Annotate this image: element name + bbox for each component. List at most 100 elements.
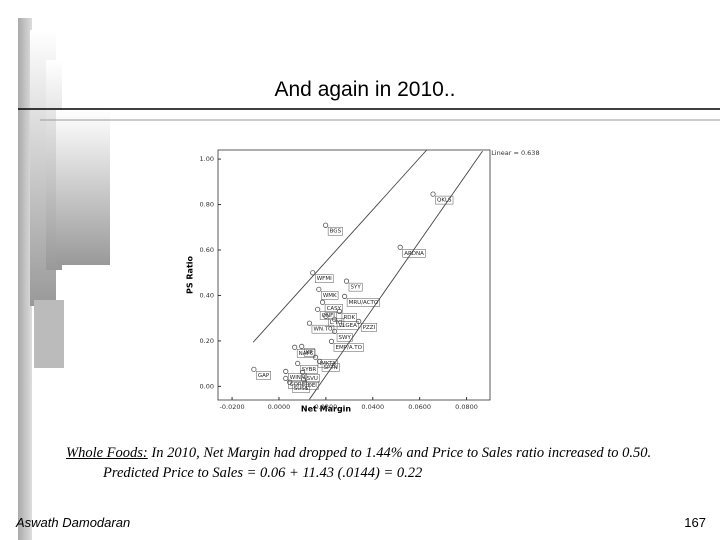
- point: [310, 270, 316, 276]
- author: Aswath Damodaran: [16, 515, 131, 530]
- point-label-box: [348, 282, 363, 292]
- point-label: VLGEA: [339, 323, 358, 329]
- point-label: GAP: [258, 373, 270, 379]
- fit-line: [252, 149, 428, 343]
- point-label: SWY: [339, 335, 352, 341]
- point-label: SYBR: [302, 367, 317, 373]
- point-label-box: [314, 274, 334, 283]
- point-label: MRU/ACTO: [349, 300, 379, 306]
- x-tick-label: 0.0800: [455, 403, 478, 411]
- caption: Whole Foods: In 2010, Net Margin had dro…: [66, 443, 716, 483]
- point-label-box: [321, 363, 340, 372]
- point-label-box: [303, 348, 315, 357]
- y-tick-label: 0.00: [200, 382, 214, 390]
- point: [316, 286, 322, 292]
- caption-line: Predicted Price to Sales = 0.06 + 11.43 …: [103, 465, 423, 481]
- point-label-box: [360, 323, 377, 332]
- point: [397, 244, 403, 250]
- point-label: IMKTA: [320, 361, 336, 367]
- slide-title: And again in 2010..: [274, 78, 456, 101]
- point-label-box: [321, 291, 339, 300]
- point: [323, 222, 329, 228]
- point-label: SVU: [307, 376, 318, 382]
- point-label: SPTN: [324, 365, 338, 371]
- decor-bar: [18, 18, 32, 540]
- point-label: NAFC: [299, 351, 314, 357]
- point-label: WMK: [323, 293, 337, 299]
- point-label: RDK: [343, 315, 355, 321]
- point: [306, 320, 313, 326]
- point: [319, 299, 326, 305]
- y-tick-label: 0.80: [200, 201, 214, 209]
- annotation: R² Linear = 0.638: [482, 149, 540, 157]
- point-label-box: [292, 384, 311, 393]
- point-label-box: [333, 343, 364, 352]
- point: [342, 293, 348, 299]
- point: [356, 318, 362, 324]
- caption-text: In 2010, Net Margin had dropped to 1.44%…: [151, 445, 652, 461]
- plot-area: [217, 149, 491, 401]
- point: [328, 338, 335, 344]
- y-tick-label: 0.60: [200, 246, 214, 254]
- point: [331, 328, 338, 334]
- point-label-box: [327, 226, 343, 236]
- point-label-box: [402, 249, 426, 258]
- x-tick-label: 0.0400: [361, 403, 384, 411]
- point-label-box: [299, 365, 318, 374]
- page-number: 167: [684, 515, 706, 530]
- point-label: BGS: [330, 229, 342, 235]
- point-label: PZZI: [363, 325, 376, 331]
- point: [292, 344, 298, 350]
- point-label: WFMI: [317, 276, 332, 282]
- point-label-box: [328, 318, 345, 327]
- point-label: QKLS: [437, 198, 452, 204]
- caption-label: Whole Foods:: [66, 445, 148, 461]
- y-tick-label: 1.00: [200, 155, 214, 163]
- y-tick-label: 0.40: [200, 291, 214, 299]
- point-label: WINN: [290, 375, 305, 381]
- point-label: KR: [306, 350, 314, 356]
- point: [287, 379, 293, 385]
- decor-bar: [34, 300, 64, 368]
- y-tick-label: 0.20: [200, 337, 214, 345]
- x-tick-label: -0.0200: [220, 403, 245, 411]
- point-label: ONFI: [322, 313, 336, 319]
- point-label-box: [324, 304, 343, 313]
- decor-bar: [56, 110, 110, 265]
- x-tick-label: 0.0000: [268, 403, 291, 411]
- point: [312, 354, 319, 360]
- x-axis-label: Net Margin: [301, 405, 352, 414]
- point-label: SYY: [350, 285, 361, 291]
- point: [316, 358, 323, 364]
- point-label: CORE: [290, 382, 306, 388]
- point-label: EMP/A.TO: [335, 345, 362, 351]
- x-tick-label: 0.0200: [314, 403, 337, 411]
- point: [300, 376, 307, 382]
- point-label-box: [304, 374, 320, 383]
- point-label: DEI: [308, 383, 318, 389]
- point: [299, 343, 305, 349]
- point-label-box: [288, 373, 307, 382]
- point-label: SUSS: [294, 386, 309, 392]
- x-tick-label: 0.0600: [408, 403, 431, 411]
- point: [315, 306, 321, 312]
- point-label: CASY: [327, 306, 342, 312]
- point-label: WN.TO: [313, 327, 333, 333]
- point: [295, 360, 301, 367]
- point: [323, 313, 329, 319]
- point: [343, 278, 350, 284]
- point-label-box: [435, 195, 454, 205]
- point-label-box: [296, 349, 316, 358]
- point-label: L.TO: [330, 320, 343, 326]
- point-label-box: [305, 381, 319, 390]
- caption-line: Whole Foods: In 2010, Net Margin had dro…: [66, 443, 716, 463]
- y-axis-label: PS Ratio: [186, 255, 195, 294]
- point-label-box: [256, 371, 271, 380]
- point-label-box: [346, 298, 381, 307]
- point: [251, 366, 257, 372]
- point-label-box: [336, 333, 353, 342]
- point-label-box: [336, 321, 359, 330]
